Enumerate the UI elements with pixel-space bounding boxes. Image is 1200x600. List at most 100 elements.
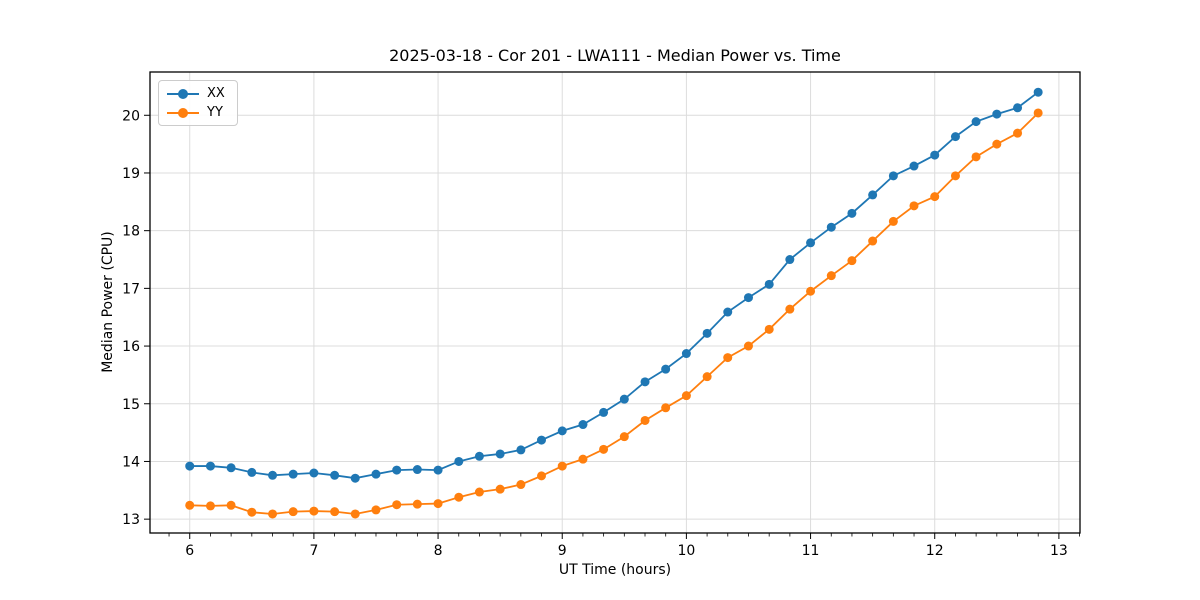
data-point-xx xyxy=(702,328,712,338)
data-point-xx xyxy=(950,132,960,142)
legend-item-yy: YY xyxy=(167,105,225,120)
data-point-yy xyxy=(1013,128,1023,138)
data-point-yy xyxy=(992,139,1002,149)
data-point-yy xyxy=(826,271,836,281)
data-point-xx xyxy=(1033,87,1043,97)
data-point-xx xyxy=(619,394,629,404)
y-tick-label: 16 xyxy=(122,339,140,355)
data-point-xx xyxy=(826,222,836,232)
data-point-yy xyxy=(847,256,857,266)
plot-border xyxy=(149,71,1081,534)
data-point-xx xyxy=(288,469,298,479)
data-point-yy xyxy=(205,501,215,511)
data-point-xx xyxy=(1013,103,1023,113)
data-point-yy xyxy=(785,304,795,314)
data-point-yy xyxy=(723,353,733,363)
data-point-xx xyxy=(847,208,857,218)
data-point-yy xyxy=(536,471,546,481)
x-tick-label: 12 xyxy=(926,543,944,559)
data-point-yy xyxy=(226,500,236,510)
data-point-yy xyxy=(474,487,484,497)
legend: XX YY xyxy=(158,80,238,126)
data-point-xx xyxy=(412,465,422,475)
data-point-yy xyxy=(288,507,298,517)
data-point-yy xyxy=(392,500,402,510)
data-point-yy xyxy=(330,507,340,517)
data-point-xx xyxy=(681,349,691,359)
data-point-yy xyxy=(185,500,195,510)
data-point-xx xyxy=(764,279,774,289)
data-point-yy xyxy=(888,216,898,226)
data-point-yy xyxy=(454,492,464,502)
data-point-yy xyxy=(350,509,360,519)
data-point-xx xyxy=(330,470,340,480)
data-point-xx xyxy=(433,465,443,475)
data-point-xx xyxy=(971,117,981,127)
data-point-xx xyxy=(661,364,671,374)
series-line-xx xyxy=(189,91,1039,480)
y-tick-label: 15 xyxy=(122,397,140,413)
x-tick-label: 7 xyxy=(309,543,318,559)
y-tick-label: 20 xyxy=(122,108,140,124)
data-point-xx xyxy=(392,465,402,475)
data-point-xx xyxy=(992,109,1002,119)
y-tick-label: 17 xyxy=(122,281,140,297)
y-tick-label: 14 xyxy=(122,454,140,470)
legend-item-xx: XX xyxy=(167,86,225,101)
legend-label-xx: XX xyxy=(207,86,225,101)
data-point-yy xyxy=(557,461,567,471)
data-point-yy xyxy=(516,480,526,490)
data-point-yy xyxy=(930,192,940,202)
data-point-yy xyxy=(868,236,878,246)
data-point-xx xyxy=(723,307,733,317)
legend-line-marker-icon xyxy=(167,88,199,99)
data-point-yy xyxy=(806,286,816,296)
data-point-yy xyxy=(950,171,960,181)
x-tick-label: 6 xyxy=(185,543,194,559)
x-tick-label: 13 xyxy=(1050,543,1068,559)
y-tick-label: 13 xyxy=(122,512,140,528)
data-point-yy xyxy=(1033,108,1043,118)
data-point-yy xyxy=(268,509,278,519)
data-point-yy xyxy=(371,505,381,515)
data-point-xx xyxy=(247,467,257,477)
data-point-yy xyxy=(619,432,629,442)
x-tick-label: 11 xyxy=(802,543,820,559)
x-axis-label: UT Time (hours) xyxy=(558,562,672,578)
legend-line-marker-icon xyxy=(167,107,199,118)
data-point-yy xyxy=(971,152,981,162)
x-tick-label: 8 xyxy=(434,543,443,559)
data-point-xx xyxy=(205,461,215,471)
data-point-yy xyxy=(309,506,319,516)
data-point-xx xyxy=(371,469,381,479)
data-point-xx xyxy=(309,468,319,478)
data-point-xx xyxy=(868,190,878,200)
data-point-xx xyxy=(226,463,236,473)
data-point-yy xyxy=(412,499,422,509)
data-point-xx xyxy=(454,456,464,466)
data-point-xx xyxy=(495,449,505,459)
data-point-yy xyxy=(661,403,671,413)
data-point-yy xyxy=(743,341,753,351)
data-point-yy xyxy=(433,499,443,509)
data-point-yy xyxy=(681,391,691,401)
chart-title: 2025-03-18 - Cor 201 - LWA111 - Median P… xyxy=(389,46,841,65)
legend-label-yy: YY xyxy=(207,105,223,120)
data-point-xx xyxy=(578,420,588,430)
data-point-xx xyxy=(557,426,567,436)
data-point-xx xyxy=(350,473,360,483)
x-tick-label: 10 xyxy=(677,543,695,559)
data-point-xx xyxy=(268,470,278,480)
data-point-xx xyxy=(536,435,546,445)
data-point-xx xyxy=(806,238,816,248)
data-point-xx xyxy=(640,377,650,387)
data-point-xx xyxy=(930,150,940,160)
data-point-yy xyxy=(702,372,712,382)
data-point-xx xyxy=(185,461,195,471)
data-point-yy xyxy=(640,415,650,425)
data-point-yy xyxy=(578,454,588,464)
data-point-yy xyxy=(495,484,505,494)
data-point-xx xyxy=(516,445,526,455)
